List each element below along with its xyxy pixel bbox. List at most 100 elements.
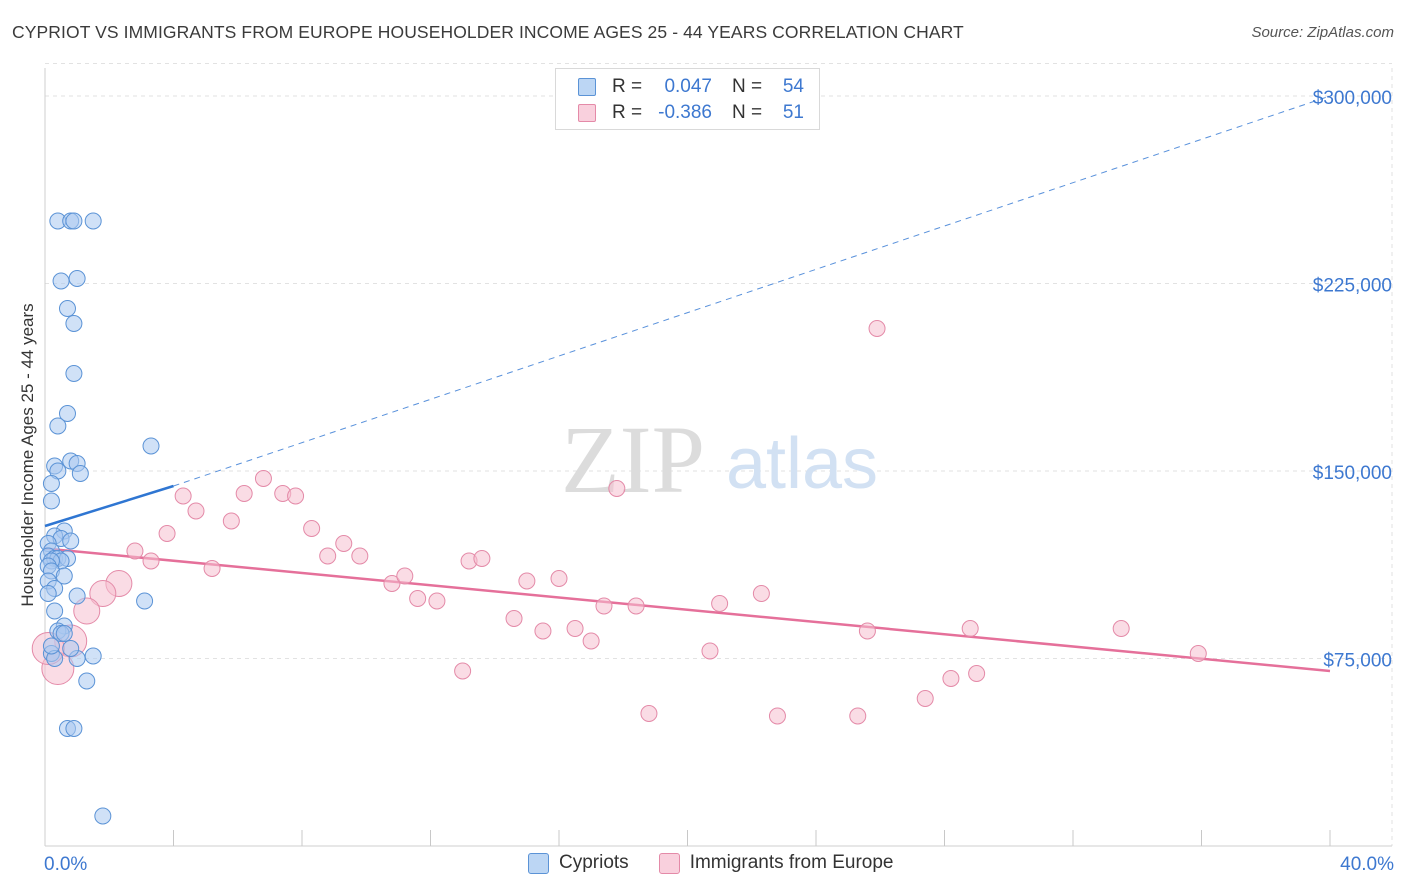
cypriots-point xyxy=(39,585,57,602)
cypriots-legend-swatch xyxy=(528,852,549,874)
immigrants-point xyxy=(566,620,584,637)
cypriots-point xyxy=(62,640,80,657)
immigrants-point xyxy=(351,547,369,565)
immigrants-point xyxy=(534,622,552,640)
cypriots-trend-extension xyxy=(173,95,1331,487)
legend-item-cypriots[interactable]: Cypriots xyxy=(528,852,629,874)
y-tick-label: $300,000 xyxy=(1313,88,1392,109)
cypriots-point xyxy=(142,437,160,455)
legend-item-immigrants[interactable]: Immigrants from Europe xyxy=(658,852,894,874)
source-credit: Source: ZipAtlas.com xyxy=(1251,24,1394,41)
cypriots-point xyxy=(55,567,73,585)
cypriots-point xyxy=(62,532,80,550)
series-cypriots xyxy=(39,212,160,825)
immigrants-point xyxy=(335,535,353,552)
cypriots-point xyxy=(46,602,64,620)
cypriots-point xyxy=(65,720,83,737)
r-value: -0.386 xyxy=(658,102,712,123)
immigrants-point xyxy=(89,580,117,607)
chart-title: CYPRIOT VS IMMIGRANTS FROM EUROPE HOUSEH… xyxy=(12,22,964,42)
immigrants-point xyxy=(752,585,770,602)
stats-legend: R = 0.047 N = 54 R = -0.386 N = 51 xyxy=(555,68,820,130)
grid-lines xyxy=(45,63,1393,846)
immigrants-point xyxy=(518,572,536,590)
series-immigrants-from-europe xyxy=(31,320,1207,725)
immigrants-point xyxy=(768,707,786,725)
r-value: 0.047 xyxy=(664,76,712,97)
n-label: N = xyxy=(732,102,763,123)
immigrants-point xyxy=(711,595,729,612)
immigrants-point xyxy=(319,547,337,565)
watermark: ZIP atlas xyxy=(561,406,878,513)
immigrants-point xyxy=(916,690,934,707)
immigrants-point xyxy=(126,542,144,560)
stats-row-cypriots: R = 0.047 N = 54 xyxy=(578,74,804,100)
immigrants-legend-swatch xyxy=(658,852,680,874)
cypriots-trend-line xyxy=(44,484,174,528)
immigrants-point xyxy=(627,597,645,615)
cypriots-point xyxy=(65,365,83,382)
y-tick-label: $150,000 xyxy=(1313,463,1392,484)
immigrants-point xyxy=(409,590,427,607)
immigrants-point xyxy=(942,670,960,687)
cypriots-point xyxy=(65,315,83,332)
immigrants-point xyxy=(187,502,205,520)
cypriots-point xyxy=(78,672,96,690)
immigrants-point xyxy=(595,597,613,615)
cypriots-point xyxy=(58,300,76,317)
cypriots-point xyxy=(65,212,83,230)
immigrants-point xyxy=(550,570,568,587)
n-label: N = xyxy=(732,76,763,97)
immigrants-point xyxy=(203,560,221,577)
immigrants-point xyxy=(868,320,886,337)
immigrants-point xyxy=(174,487,192,505)
immigrants-point xyxy=(158,525,176,542)
y-axis-label: Householder Income Ages 25 - 44 years xyxy=(18,303,37,606)
immigrants-point xyxy=(303,520,321,537)
immigrants-point xyxy=(454,662,472,680)
n-value: 51 xyxy=(782,102,804,123)
immigrants-point xyxy=(582,632,600,650)
x-tick-label: 0.0% xyxy=(44,854,87,875)
stats-row-immigrants: R = -0.386 N = 51 xyxy=(578,100,804,126)
immigrants-point xyxy=(383,575,401,592)
watermark-atlas: atlas xyxy=(726,424,878,504)
cypriots-point xyxy=(136,592,154,610)
immigrants-point xyxy=(428,592,446,610)
cypriots-point xyxy=(94,807,112,825)
y-tick-label: $75,000 xyxy=(1323,651,1392,672)
immigrants-point xyxy=(73,597,101,625)
cypriots-point xyxy=(68,270,86,287)
immigrants-point xyxy=(849,707,867,725)
immigrants-swatch xyxy=(578,104,596,122)
cypriots-point xyxy=(68,587,86,605)
immigrants-point xyxy=(396,567,414,585)
immigrants-point xyxy=(142,552,160,570)
y-tick-label: $225,000 xyxy=(1313,276,1392,297)
r-label: R = xyxy=(612,102,643,123)
x-tick-label: 40.0% xyxy=(1340,854,1394,875)
immigrants-point xyxy=(287,487,305,505)
cypriots-swatch xyxy=(578,78,596,96)
immigrants-point xyxy=(235,485,253,502)
cypriots-point xyxy=(42,492,60,510)
cypriots-point xyxy=(49,417,67,435)
immigrants-point xyxy=(858,622,876,640)
n-value: 54 xyxy=(782,76,804,97)
immigrants-trend-line xyxy=(44,547,1331,673)
legend-label-immigrants: Immigrants from Europe xyxy=(689,852,894,873)
cypriots-point xyxy=(71,465,89,482)
immigrants-point xyxy=(222,512,240,530)
cypriots-point xyxy=(84,212,102,230)
cypriots-point xyxy=(42,637,60,655)
immigrants-point xyxy=(473,550,491,567)
cypriots-point xyxy=(55,625,73,642)
legend-label-cypriots: Cypriots xyxy=(559,852,629,873)
immigrants-point xyxy=(961,620,979,637)
immigrants-point xyxy=(701,642,719,660)
r-label: R = xyxy=(612,76,643,97)
cypriots-point xyxy=(42,475,60,492)
immigrants-point xyxy=(1112,620,1130,637)
series-legend: Cypriots Immigrants from Europe xyxy=(528,852,923,874)
